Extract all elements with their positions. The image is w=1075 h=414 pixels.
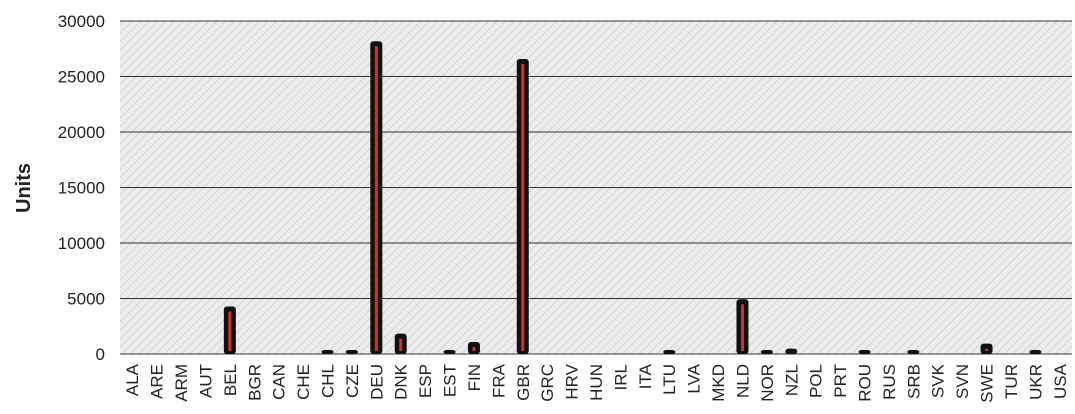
bar-ukr	[1029, 350, 1042, 354]
bar-fill-dnk	[399, 338, 403, 351]
x-tick-label-ita: ITA	[636, 363, 655, 389]
bar-nzl	[785, 348, 798, 354]
x-tick-label-deu: DEU	[367, 364, 386, 400]
x-tick-label-hun: HUN	[587, 364, 606, 401]
bar-fill-nld	[740, 304, 744, 351]
x-tick-label-ukr: UKR	[1026, 364, 1045, 400]
x-tick-label-che: CHE	[294, 364, 313, 400]
y-axis: 0 5000 10000 15000 20000 25000 30000	[58, 12, 105, 364]
bar-fill-deu	[374, 46, 378, 351]
x-tick-label-nzl: NZL	[782, 364, 801, 396]
bar-fill-bel	[228, 311, 232, 351]
x-tick-label-usa: USA	[1051, 363, 1070, 399]
x-tick-label-pol: POL	[807, 364, 826, 398]
x-tick-label-ala: ALA	[123, 363, 142, 396]
x-tick-label-fra: FRA	[489, 363, 508, 398]
gridlines	[120, 20, 1072, 355]
x-tick-label-srb: SRB	[904, 364, 923, 399]
bar-fill-swe	[985, 348, 989, 351]
y-tick-label: 25000	[58, 68, 105, 87]
x-tick-label-est: EST	[441, 364, 460, 397]
y-tick-label: 30000	[58, 12, 105, 31]
x-tick-label-lva: LVA	[685, 363, 704, 393]
x-tick-label-bgr: BGR	[245, 364, 264, 401]
x-tick-label-hrv: HRV	[563, 363, 582, 399]
x-tick-label-fin: FIN	[465, 364, 484, 391]
y-tick-label: 10000	[58, 234, 105, 253]
bar-srb	[907, 350, 920, 354]
y-tick-label: 0	[96, 345, 105, 364]
x-tick-label-grc: GRC	[538, 364, 557, 402]
x-tick-label-dnk: DNK	[392, 363, 411, 400]
x-tick-label-swe: SWE	[978, 364, 997, 403]
x-tick-label-irl: IRL	[611, 364, 630, 390]
y-tick-label: 5000	[67, 290, 105, 309]
y-tick-label: 20000	[58, 123, 105, 142]
x-tick-label-arm: ARM	[172, 364, 191, 402]
bar-rou	[858, 350, 871, 354]
x-tick-label-svk: SVK	[929, 363, 948, 398]
x-tick-label-aut: AUT	[196, 364, 215, 398]
x-tick-label-rou: ROU	[856, 364, 875, 402]
bar-chl	[321, 350, 334, 354]
x-tick-label-prt: PRT	[831, 364, 850, 398]
x-tick-label-cze: CZE	[343, 364, 362, 398]
bar-cze	[345, 350, 358, 354]
bars	[223, 41, 1042, 355]
bar-nor	[760, 350, 773, 354]
x-tick-label-mkd: MKD	[709, 364, 728, 402]
y-axis-label: Units	[13, 163, 35, 213]
x-tick-label-esp: ESP	[416, 364, 435, 398]
x-tick-label-bel: BEL	[221, 364, 240, 396]
x-tick-label-nld: NLD	[733, 364, 752, 398]
x-tick-label-chl: CHL	[318, 364, 337, 398]
x-tick-label-are: ARE	[148, 364, 167, 399]
x-tick-label-ltu: LTU	[660, 364, 679, 395]
y-tick-label: 15000	[58, 179, 105, 198]
bar-fill-fin	[472, 347, 476, 351]
x-tick-label-tur: TUR	[1002, 364, 1021, 399]
x-tick-label-svn: SVN	[953, 364, 972, 399]
x-tick-label-can: CAN	[270, 364, 289, 400]
bar-fill-gbr	[521, 63, 525, 352]
x-tick-label-rus: RUS	[880, 364, 899, 400]
x-tick-label-nor: NOR	[758, 364, 777, 402]
x-tick-label-gbr: GBR	[514, 364, 533, 401]
bar-ltu	[663, 350, 676, 354]
x-axis: ALA ARE ARM AUT BEL BGR CAN CHE CHL CZE DEU DNK ESP E…	[123, 363, 1070, 402]
bar-est	[443, 350, 456, 354]
